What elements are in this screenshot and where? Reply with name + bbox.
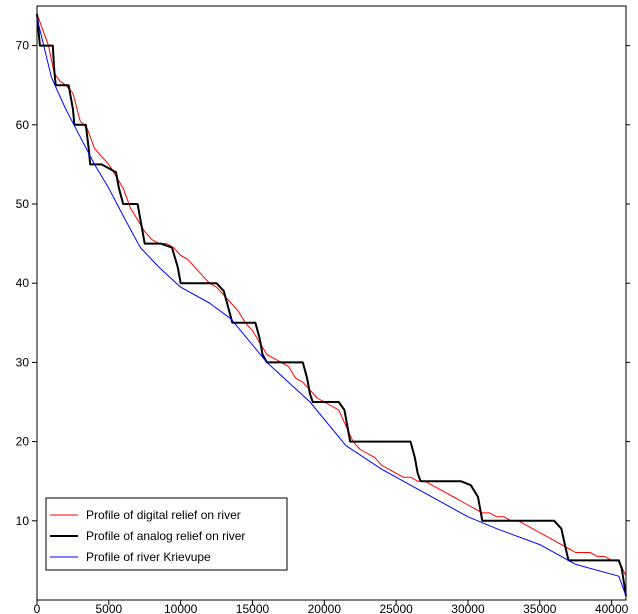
- y-tick-label: 60: [16, 118, 30, 132]
- x-tick-label: 35000: [523, 602, 557, 614]
- x-tick-label: 40000: [595, 602, 629, 614]
- y-tick-label: 70: [16, 39, 30, 53]
- y-tick-label: 30: [16, 355, 30, 369]
- x-tick-label: 20000: [308, 602, 342, 614]
- x-tick-label: 0: [34, 602, 41, 614]
- legend: Profile of digital relief on river Profil…: [45, 497, 288, 571]
- axis-layer: 0 5000 10000 15000 20000 25000 30000 35000 40000…: [16, 39, 630, 614]
- series-layer: [36, 13, 627, 597]
- legend-box: [45, 497, 288, 571]
- legend-label: Profile of analog relief on river: [86, 529, 245, 543]
- legend-label: Profile of digital relief on river: [86, 508, 241, 522]
- x-tick-label: 5000: [95, 602, 122, 614]
- x-tick-label: 10000: [164, 602, 198, 614]
- series-line-3: [36, 17, 627, 597]
- x-tick-label: 15000: [236, 602, 270, 614]
- x-tick-label: 25000: [379, 602, 413, 614]
- series-line-2: [36, 13, 627, 597]
- legend-label: Profile of river Krievupe: [86, 550, 211, 564]
- y-tick-label: 50: [16, 197, 30, 211]
- x-tick-label: 30000: [451, 602, 485, 614]
- y-tick-label: 20: [16, 435, 30, 449]
- y-tick-label: 10: [16, 514, 30, 528]
- y-tick-label: 40: [16, 276, 30, 290]
